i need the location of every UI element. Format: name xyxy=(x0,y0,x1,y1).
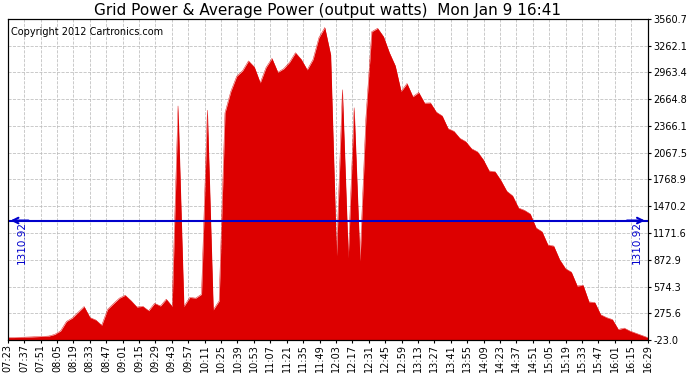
Text: 1310.92: 1310.92 xyxy=(17,220,27,264)
Text: 1310.92: 1310.92 xyxy=(632,220,642,264)
Text: Copyright 2012 Cartronics.com: Copyright 2012 Cartronics.com xyxy=(11,27,163,37)
Title: Grid Power & Average Power (output watts)  Mon Jan 9 16:41: Grid Power & Average Power (output watts… xyxy=(95,3,561,18)
